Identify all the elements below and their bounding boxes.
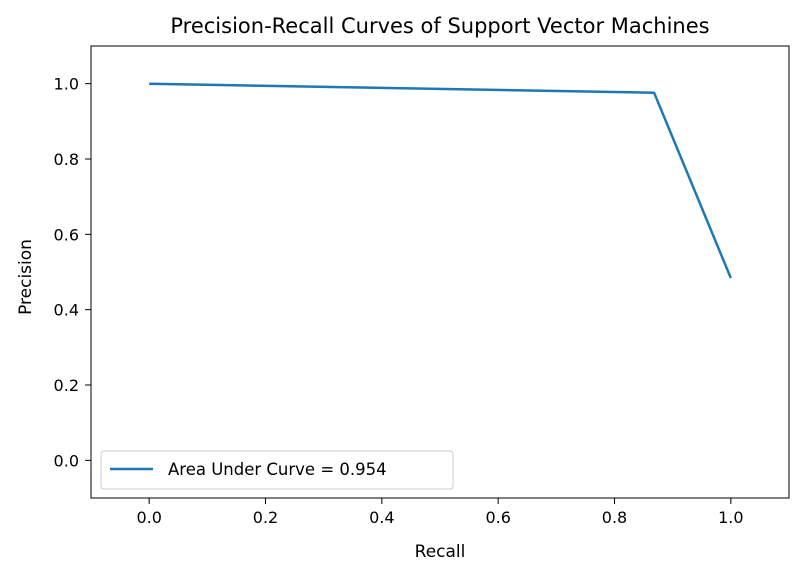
- x-tick-label: 0.0: [136, 508, 161, 527]
- plot-area: [90, 45, 790, 499]
- series-layer: [149, 82, 732, 279]
- y-tick-label: 0.4: [54, 301, 79, 320]
- x-tick-label: 1.0: [718, 508, 743, 527]
- series-line: [149, 82, 732, 279]
- x-tick-label: 0.2: [253, 508, 278, 527]
- y-tick-label: 0.2: [54, 376, 79, 395]
- x-axis-label: Recall: [415, 542, 466, 562]
- x-tick-label: 0.8: [602, 508, 627, 527]
- y-tick-label: 0.0: [54, 451, 79, 470]
- y-tick-label: 1.0: [54, 75, 79, 94]
- x-tick-label: 0.6: [485, 508, 510, 527]
- plot-frame: [90, 45, 790, 499]
- y-axis-ticks: 0.0 0.2 0.4 0.6 0.8 1.0: [54, 75, 91, 470]
- chart-title: Precision-Recall Curves of Support Vecto…: [170, 14, 709, 38]
- x-axis-ticks: 0.0 0.2 0.4 0.6 0.8 1.0: [136, 498, 744, 527]
- x-tick-label: 0.4: [369, 508, 394, 527]
- y-tick-label: 0.8: [54, 150, 79, 169]
- legend: Area Under Curve = 0.954: [100, 450, 454, 490]
- y-tick-label: 0.6: [54, 225, 79, 244]
- legend-entry-label: Area Under Curve = 0.954: [168, 460, 387, 479]
- legend-box: [100, 450, 454, 490]
- y-axis-label: Precision: [16, 239, 36, 315]
